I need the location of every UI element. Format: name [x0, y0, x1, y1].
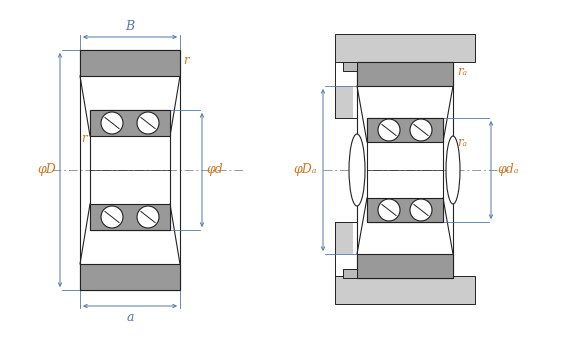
Text: rₐ: rₐ — [457, 65, 467, 78]
Text: a: a — [126, 311, 134, 324]
Bar — [335, 222, 353, 254]
Bar — [367, 118, 443, 222]
Circle shape — [137, 112, 159, 134]
Text: B: B — [125, 20, 135, 33]
Circle shape — [137, 206, 159, 228]
Bar — [343, 269, 357, 278]
Bar — [367, 198, 443, 222]
Circle shape — [410, 119, 432, 141]
Bar — [80, 50, 180, 76]
Bar — [80, 50, 180, 290]
Ellipse shape — [349, 134, 365, 206]
Bar — [90, 110, 170, 230]
Text: φd: φd — [206, 163, 223, 177]
Text: φDₐ: φDₐ — [293, 163, 317, 177]
Bar — [335, 276, 475, 304]
Bar — [357, 62, 453, 278]
Circle shape — [410, 199, 432, 221]
Bar — [335, 86, 353, 118]
Bar — [90, 110, 170, 136]
Text: r: r — [183, 54, 188, 67]
Text: φD: φD — [37, 163, 56, 177]
Circle shape — [378, 199, 400, 221]
Bar — [357, 62, 453, 86]
Circle shape — [101, 112, 123, 134]
Bar — [335, 34, 475, 62]
Circle shape — [101, 206, 123, 228]
Bar — [343, 62, 357, 71]
Bar — [367, 118, 443, 142]
Ellipse shape — [446, 136, 460, 204]
Text: φdₐ: φdₐ — [497, 163, 518, 177]
Text: rₐ: rₐ — [457, 136, 467, 149]
Bar — [90, 204, 170, 230]
Circle shape — [378, 119, 400, 141]
Bar — [80, 264, 180, 290]
Bar — [357, 254, 453, 278]
Text: r: r — [81, 132, 87, 145]
